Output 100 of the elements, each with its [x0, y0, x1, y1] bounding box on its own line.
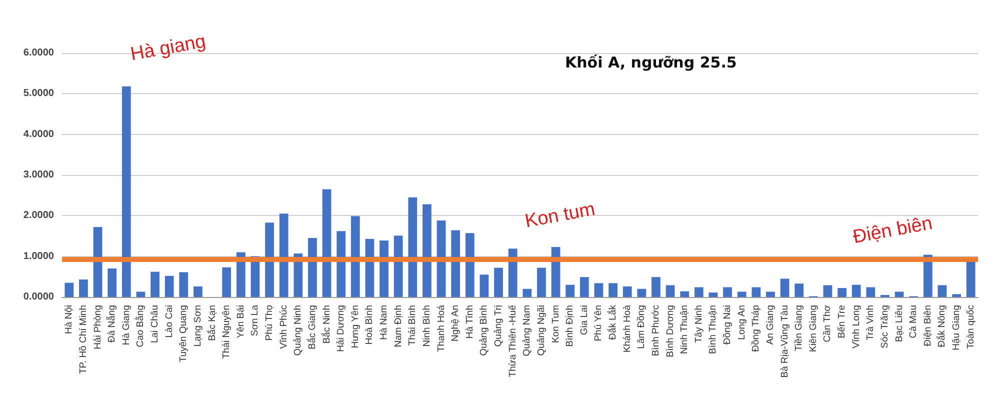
bar	[164, 276, 174, 297]
x-tick-label: Ninh Thuận	[679, 305, 690, 354]
x-tick-label: Tây Ninh	[693, 305, 704, 344]
annotation: Hà giang	[128, 31, 208, 66]
bar	[322, 189, 332, 297]
y-tick-label: 5.0000	[23, 88, 54, 100]
x-tick-label: Khánh Hoà	[622, 304, 633, 353]
bar	[580, 277, 589, 297]
bar	[694, 287, 704, 297]
bar	[938, 285, 947, 297]
x-tick-label: Bến Tre	[836, 305, 848, 338]
x-tick-label: Đồng Tháp	[750, 305, 762, 352]
x-tick-label: Lâm Đồng	[636, 305, 648, 349]
x-tick-label: Hải Dương	[336, 305, 347, 352]
x-tick-label: Sơn La	[250, 304, 261, 336]
bar	[622, 286, 632, 297]
bar	[308, 238, 317, 297]
x-tick-label: Đà Nẵng	[106, 305, 118, 342]
bar	[708, 292, 718, 297]
x-tick-label: Tuyên Quang	[178, 305, 190, 362]
x-tick-label: Quảng Bình	[478, 305, 490, 356]
x-tick-label: Bà Rịa-Vũng Tàu	[779, 305, 790, 378]
bar	[336, 231, 346, 297]
x-tick-label: Đắk Nông	[936, 305, 948, 348]
x-tick-label: Bạc Liêu	[894, 305, 905, 342]
x-tick-label: Điện Biên	[922, 305, 934, 346]
bar	[680, 291, 690, 297]
bar	[852, 284, 861, 297]
x-tick-label: Hải Phòng	[92, 305, 104, 350]
x-tick-label: Nam Định	[392, 305, 404, 348]
bar	[79, 280, 88, 297]
x-tick-label: Cà Mau	[908, 305, 920, 338]
bar	[752, 287, 761, 297]
bar	[737, 292, 746, 297]
bar	[150, 272, 160, 297]
x-tick-label: TP. Hồ Chí Minh	[78, 305, 89, 374]
x-tick-label: Long An	[736, 305, 748, 340]
bar	[108, 268, 117, 297]
y-tick-label: 3.0000	[23, 170, 54, 180]
bar	[823, 285, 832, 297]
x-tick-label: Ninh Bình	[421, 305, 432, 347]
bar	[780, 278, 790, 297]
bar	[451, 230, 460, 297]
bar	[652, 277, 660, 297]
x-tick-label: Toàn quốc	[965, 304, 976, 349]
x-tick-label: Nghệ An	[450, 305, 462, 342]
x-tick-label: An Giang	[764, 305, 776, 345]
bar	[465, 233, 474, 297]
bar	[608, 283, 618, 297]
x-tick-label: Bắc Ninh	[320, 305, 332, 344]
bar	[894, 292, 904, 297]
x-tick-label: Quảng Trị	[493, 305, 504, 347]
bar	[394, 236, 403, 297]
x-tick-label: Phú Yên	[593, 305, 604, 342]
x-tick-label: Hà Tĩnh	[464, 305, 476, 339]
bar	[566, 284, 575, 297]
x-tick-label: Thái Bình	[407, 305, 418, 346]
x-tick-label: Cần Thơ	[822, 305, 834, 342]
x-tick-label: Yên Bái	[235, 305, 246, 338]
x-tick-label: Tiền Giang	[794, 305, 805, 352]
bar	[350, 216, 360, 297]
bar	[222, 267, 232, 297]
bar	[522, 288, 532, 297]
y-tick-label: 2.0000	[23, 210, 54, 222]
x-tick-label: Vĩnh Phúc	[278, 304, 290, 349]
bar	[480, 274, 489, 297]
bar	[265, 222, 274, 297]
x-tick-label: Bình Thuận	[708, 305, 719, 354]
x-tick-label: Hậu Giang	[951, 305, 962, 350]
bar	[436, 220, 446, 297]
x-tick-label: Trà Vinh	[865, 305, 876, 340]
x-tick-label: Thừa Thiên -Huế	[507, 304, 518, 378]
bar	[537, 268, 546, 297]
y-tick-label: 0.0000	[23, 292, 54, 302]
bar	[194, 286, 202, 297]
bar	[380, 240, 388, 297]
bar	[64, 282, 74, 297]
bar	[279, 214, 288, 297]
bar	[179, 272, 188, 297]
x-tick-label: Quảng Ninh	[292, 305, 304, 356]
x-tick-label: Bắc Kạn	[206, 305, 218, 341]
y-tick-label: 1.0000	[23, 250, 54, 262]
x-tick-label: Hà Nội	[64, 305, 75, 334]
x-tick-label: Bắc Giang	[306, 305, 318, 350]
bar	[723, 287, 732, 297]
bar	[866, 287, 876, 297]
x-tick-label: Lạng Sơn	[192, 305, 204, 347]
x-tick-label: Lào Cai	[164, 305, 175, 338]
x-tick-label: Lai Châu	[150, 305, 161, 344]
annotation: Kon tum	[523, 198, 597, 232]
bar	[794, 284, 804, 297]
x-tick-label: Hà Nam	[378, 304, 390, 340]
x-tick-label: Đồng Nai	[722, 305, 734, 345]
bar	[594, 283, 604, 297]
bar	[136, 292, 146, 297]
x-tick-label: Quảng Ngãi	[536, 305, 547, 356]
x-tick-label: Gia Lai	[578, 305, 590, 336]
x-tick-label: Bình Định	[564, 305, 576, 347]
x-tick-label: Thanh Hoá	[436, 304, 447, 352]
bar	[838, 288, 846, 297]
